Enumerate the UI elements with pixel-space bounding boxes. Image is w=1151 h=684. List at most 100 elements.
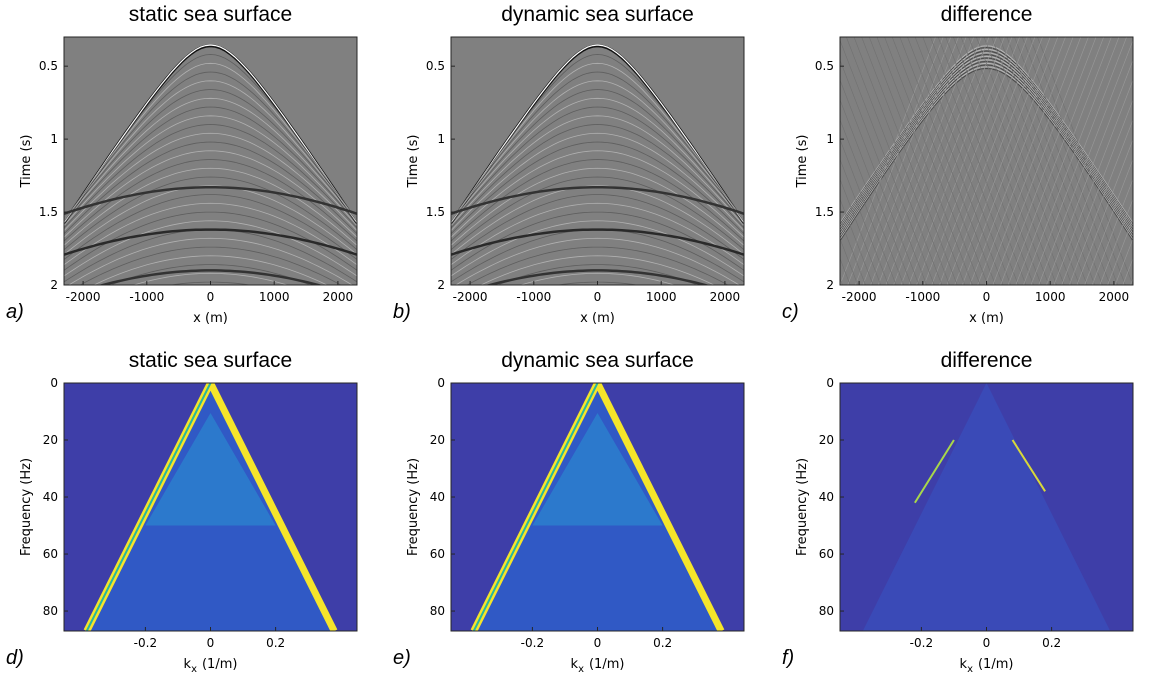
panel: dynamic sea surface -2000 -1000 0 1000 2000 0.… — [393, 3, 745, 326]
event — [451, 54, 744, 222]
event — [840, 59, 1133, 234]
noise — [1029, 37, 1126, 285]
noise — [983, 37, 1080, 285]
noise — [1069, 118, 1133, 285]
panel-label: f) — [782, 647, 794, 669]
noise — [1084, 158, 1133, 285]
event — [451, 80, 744, 221]
spectrum — [862, 383, 1111, 631]
x-tick-label: -1000 — [516, 290, 551, 304]
x-tick-label: -0.2 — [521, 636, 544, 650]
x-tick-label: -2000 — [453, 290, 488, 304]
noise — [1023, 37, 1120, 285]
event — [64, 89, 357, 222]
noise — [968, 37, 1065, 285]
spectrum-edge — [85, 383, 212, 631]
noise — [876, 37, 973, 285]
event — [64, 185, 357, 255]
event — [132, 272, 289, 285]
x-tick-label: 0.2 — [266, 636, 285, 650]
noise — [914, 37, 1011, 285]
x-tick-label: 0.2 — [1042, 636, 1061, 650]
event — [64, 80, 357, 221]
x-axis-label-main: k — [960, 657, 968, 672]
panel-title: dynamic sea surface — [501, 3, 694, 26]
panel-label: a) — [6, 301, 24, 323]
panel-title: static sea surface — [129, 349, 292, 372]
event — [519, 272, 676, 285]
image — [64, 37, 357, 285]
y-axis-label: Time (s) — [19, 135, 34, 189]
event — [64, 167, 357, 246]
y-axis-label: Time (s) — [795, 135, 810, 189]
panel: static sea surface -0.2 0 0.2 0 20 40 60 80 Frequ… — [6, 349, 358, 675]
event — [68, 237, 353, 285]
x-tick-label: 0 — [207, 636, 215, 650]
y-tick-label: 1.5 — [426, 205, 445, 219]
image — [451, 37, 744, 285]
noise — [1114, 237, 1133, 285]
image — [840, 37, 1151, 285]
y-axis-label: Frequency (Hz) — [19, 458, 34, 556]
event — [451, 150, 744, 238]
event — [840, 50, 1133, 228]
panel-title: dynamic sea surface — [501, 349, 694, 372]
noise — [1130, 277, 1133, 285]
noise — [884, 37, 981, 285]
event — [485, 269, 710, 285]
panel: dynamic sea surface -0.2 0 0.2 0 20 40 60 80 Freq… — [393, 349, 745, 675]
noise — [847, 37, 944, 285]
event — [451, 62, 744, 221]
noise — [840, 59, 927, 285]
noise — [1037, 37, 1133, 285]
noise — [877, 37, 975, 285]
noise — [840, 79, 920, 285]
y-tick-label: 1 — [826, 132, 834, 146]
event — [480, 255, 715, 285]
y-tick-label: 0 — [437, 376, 445, 390]
noise — [931, 37, 1028, 285]
event — [451, 176, 744, 251]
noise — [885, 37, 982, 285]
spectrum-edge — [914, 439, 955, 504]
event — [64, 44, 357, 224]
noise — [1006, 37, 1103, 285]
noise — [1138, 37, 1151, 285]
noise — [1007, 37, 1104, 285]
event — [451, 228, 744, 256]
noise — [1046, 59, 1133, 285]
x-tick-label: 0 — [983, 290, 991, 304]
y-tick-label: 60 — [430, 547, 445, 561]
event — [840, 52, 1133, 229]
event — [451, 211, 744, 271]
event — [64, 124, 357, 229]
panel: difference -0.2 0 0.2 0 20 40 60 80 Frequency (Hz… — [782, 349, 1134, 675]
event — [840, 64, 1133, 239]
noise — [846, 37, 943, 285]
event — [64, 132, 357, 231]
x-tick-label: 0 — [594, 290, 602, 304]
event — [451, 97, 744, 223]
panel-label: e) — [393, 647, 411, 669]
noise — [1091, 178, 1133, 285]
x-tick-label: 0 — [207, 290, 215, 304]
spectrum-edge — [472, 383, 599, 631]
x-axis-label: x (m) — [580, 311, 615, 326]
event — [98, 269, 323, 285]
x-axis-label-unit: (1/m) — [978, 657, 1013, 672]
y-tick-label: 2 — [826, 278, 834, 292]
panel: difference -2000 -1000 0 1000 2000 0.5 1 1.5 2 Tim… — [782, 3, 1151, 326]
y-tick-label: 0.5 — [39, 59, 58, 73]
noise — [840, 218, 866, 285]
event — [93, 255, 328, 285]
x-tick-label: -2000 — [842, 290, 877, 304]
image — [840, 383, 1133, 631]
spectrum-core — [145, 413, 276, 526]
event — [451, 220, 744, 277]
event — [79, 246, 342, 285]
panel-label: c) — [782, 301, 799, 323]
y-tick-label: 0.5 — [815, 59, 834, 73]
noise — [930, 37, 1027, 285]
noise — [976, 37, 1073, 285]
x-tick-label: 1000 — [646, 290, 677, 304]
